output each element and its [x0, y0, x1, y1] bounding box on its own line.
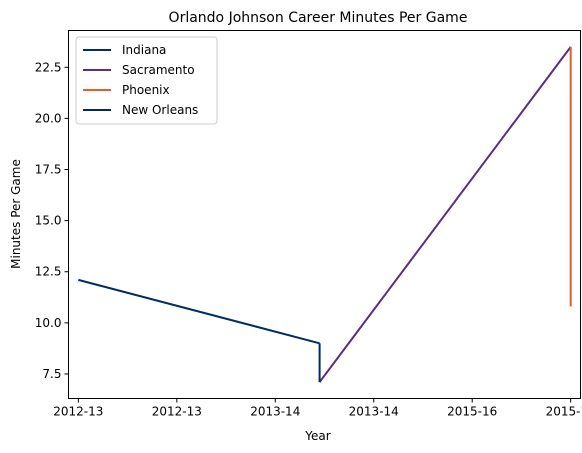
- series-line-1: [318, 46, 572, 383]
- x-tick-label: 2015-16: [546, 405, 582, 419]
- y-tick-label: 20.0: [35, 111, 62, 125]
- y-axis: 7.5 10.0 12.5 15.0 17.5 20.0 22.5: [35, 60, 69, 381]
- x-tick-label: 2012-13: [53, 405, 103, 419]
- legend-label: Phoenix: [122, 83, 170, 97]
- y-tick-label: 15.0: [35, 214, 62, 228]
- x-axis-label: Year: [304, 429, 330, 443]
- x-tick-label: 2015-16: [447, 405, 497, 419]
- y-tick-label: 12.5: [35, 265, 62, 279]
- chart-title: Orlando Johnson Career Minutes Per Game: [169, 10, 468, 26]
- series-layer: [78, 46, 572, 383]
- y-axis-label: Minutes Per Game: [9, 159, 23, 269]
- x-tick-label: 2012-13: [152, 405, 202, 419]
- legend: Indiana Sacramento Phoenix New Orleans: [75, 36, 218, 125]
- plot-frame: [68, 30, 581, 399]
- y-tick-label: 10.0: [35, 316, 62, 330]
- x-tick-label: 2013-14: [349, 405, 399, 419]
- y-tick-label: 7.5: [42, 367, 61, 381]
- series-line-0: [78, 278, 320, 345]
- y-tick-label: 22.5: [35, 60, 62, 74]
- x-axis: 2012-13 2012-13 2013-14 2013-14 2015-16 2015-…: [53, 398, 582, 419]
- legend-frame: [75, 36, 218, 125]
- legend-label: Indiana: [122, 43, 166, 57]
- y-tick-label: 17.5: [35, 163, 62, 177]
- legend-label: New Orleans: [122, 103, 198, 117]
- legend-label: Sacramento: [122, 63, 195, 77]
- x-tick-label: 2013-14: [250, 405, 300, 419]
